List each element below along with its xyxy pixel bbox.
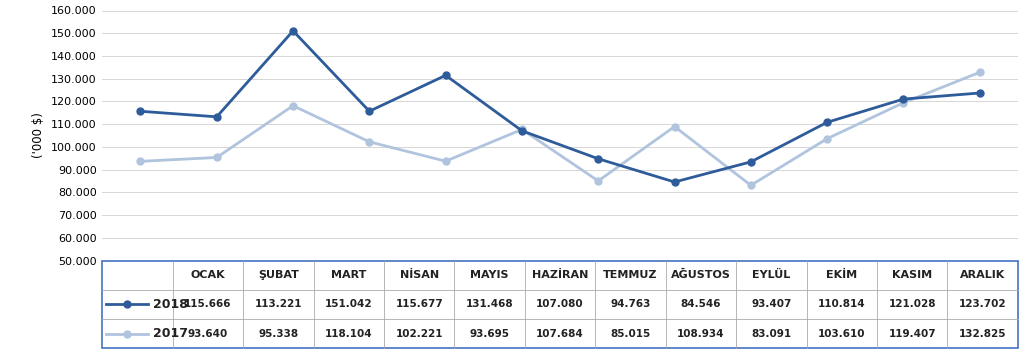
- Text: 94.763: 94.763: [611, 299, 651, 309]
- Text: 2017: 2017: [153, 327, 188, 340]
- Text: OCAK: OCAK: [190, 270, 225, 280]
- Text: EYLÜL: EYLÜL: [752, 270, 791, 280]
- Text: AĞUSTOS: AĞUSTOS: [671, 270, 730, 280]
- Text: 151.042: 151.042: [325, 299, 372, 309]
- Text: 85.015: 85.015: [611, 329, 651, 339]
- Text: 131.468: 131.468: [465, 299, 514, 309]
- Text: KASIM: KASIM: [892, 270, 932, 280]
- Text: 121.028: 121.028: [889, 299, 936, 309]
- Text: 93.407: 93.407: [751, 299, 792, 309]
- Text: 110.814: 110.814: [818, 299, 865, 309]
- Text: 118.104: 118.104: [325, 329, 372, 339]
- Text: 83.091: 83.091: [751, 329, 792, 339]
- Text: 107.080: 107.080: [536, 299, 584, 309]
- Text: TEMMUZ: TEMMUZ: [604, 270, 658, 280]
- Text: 123.702: 123.702: [959, 299, 1007, 309]
- Text: 115.677: 115.677: [395, 299, 443, 309]
- Text: 132.825: 132.825: [959, 329, 1007, 339]
- Text: 93.640: 93.640: [188, 329, 228, 339]
- Text: NİSAN: NİSAN: [400, 270, 439, 280]
- Text: 102.221: 102.221: [396, 329, 443, 339]
- Text: 84.546: 84.546: [680, 299, 721, 309]
- Text: 2018: 2018: [153, 298, 188, 311]
- Text: 108.934: 108.934: [677, 329, 724, 339]
- Text: MAYIS: MAYIS: [471, 270, 508, 280]
- Text: HAZİRAN: HAZİRAN: [532, 270, 588, 280]
- Text: 119.407: 119.407: [888, 329, 936, 339]
- Text: MART: MART: [331, 270, 366, 280]
- Text: 95.338: 95.338: [259, 329, 299, 339]
- Y-axis label: ('000 $): ('000 $): [33, 113, 45, 159]
- Text: 115.666: 115.666: [184, 299, 231, 309]
- Text: ŞUBAT: ŞUBAT: [258, 270, 299, 280]
- Text: 107.684: 107.684: [536, 329, 584, 339]
- Text: ARALIK: ARALIK: [960, 270, 1006, 280]
- Text: 113.221: 113.221: [255, 299, 302, 309]
- Text: 103.610: 103.610: [818, 329, 865, 339]
- Text: 93.695: 93.695: [470, 329, 509, 339]
- Text: EKİM: EKİM: [827, 270, 857, 280]
